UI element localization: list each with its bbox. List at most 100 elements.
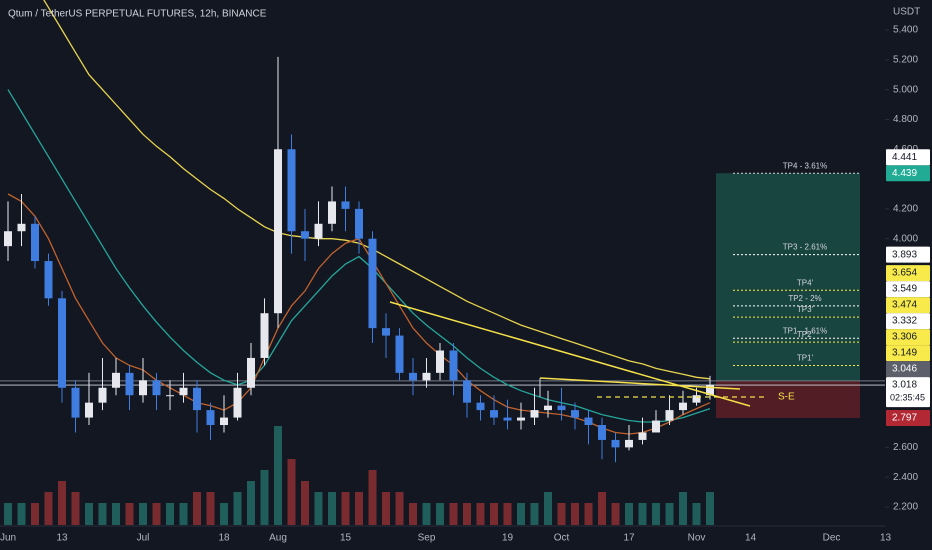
price-tag — [886, 281, 930, 298]
volume-bar — [692, 503, 701, 525]
volume-bar — [679, 492, 687, 525]
y-tick-label: 2.400 — [893, 472, 918, 483]
se-label: S-E — [778, 392, 795, 403]
price-tag-label: 3.149 — [892, 348, 917, 359]
candle-body — [58, 298, 66, 388]
candle-body — [85, 402, 93, 418]
candle-body — [395, 335, 404, 373]
x-tick-label: Aug — [269, 533, 287, 544]
y-tick-label: 4.000 — [893, 233, 918, 244]
candle-body — [449, 350, 458, 381]
volume-bar — [382, 492, 390, 525]
moving-average — [7, 89, 711, 423]
candle-body — [274, 149, 282, 314]
level-label: TP2' — [797, 330, 814, 339]
x-tick-label: Dec — [823, 533, 841, 544]
volume-bar — [31, 503, 39, 525]
price-tag — [886, 265, 930, 282]
volume-bar — [638, 503, 647, 525]
level-label: TP3 - 2.61% — [783, 243, 827, 252]
candle-body — [476, 402, 485, 411]
volume-bar — [260, 470, 269, 525]
volume-bar — [436, 503, 444, 525]
candle-body — [166, 395, 174, 397]
volume-bar — [503, 503, 512, 525]
level-label: TP2 - 2% — [788, 294, 821, 303]
candle-body — [706, 384, 714, 396]
volume-layer — [4, 426, 714, 525]
volume-bar — [584, 503, 593, 525]
volume-bar — [152, 503, 161, 525]
candle-body — [665, 410, 674, 421]
candle-body — [571, 410, 579, 418]
volume-bar — [422, 503, 431, 525]
volume-bar — [557, 503, 566, 525]
candle-body — [517, 417, 525, 421]
volume-bar — [58, 481, 66, 525]
candle-body — [328, 201, 336, 224]
volume-bar — [112, 503, 120, 525]
position-layer — [0, 173, 885, 419]
candle-body — [625, 439, 633, 448]
level-label: TP1 - 1.61% — [783, 326, 827, 335]
x-tick-label: 14 — [745, 533, 757, 544]
candle-body — [490, 410, 498, 418]
candle-body — [301, 231, 309, 239]
candle-body — [544, 405, 552, 411]
x-tick-label: 19 — [502, 533, 514, 544]
volume-bar — [476, 503, 485, 525]
candle-body — [287, 149, 296, 232]
candle-body — [31, 223, 39, 262]
candle-body — [611, 439, 620, 448]
candle-body — [341, 201, 350, 209]
volume-bar — [368, 470, 377, 525]
price-tag — [886, 246, 930, 263]
volume-bar — [287, 459, 296, 525]
price-tag — [886, 410, 930, 427]
price-tag-label: 2.797 — [892, 413, 917, 424]
volume-bar — [274, 426, 282, 525]
volume-bar — [247, 481, 255, 525]
candle-body — [206, 410, 215, 426]
candle-body — [463, 380, 471, 403]
price-tag — [886, 329, 930, 346]
volume-bar — [206, 492, 215, 525]
level-label: TP4' — [797, 278, 814, 287]
x-tick-label: 15 — [340, 533, 352, 544]
volume-bar — [166, 503, 174, 525]
candle-body — [422, 372, 431, 381]
volume-bar — [220, 503, 228, 525]
price-tag-label: 3.332 — [892, 316, 917, 327]
candle-body — [503, 417, 512, 421]
candle-body — [125, 372, 134, 396]
candle-body — [193, 387, 201, 411]
candle-body — [152, 380, 161, 396]
drawings: S-E — [389, 301, 795, 407]
y-tick-label: 5.000 — [893, 84, 918, 95]
volume-bar — [17, 503, 26, 525]
candle-body — [17, 223, 26, 232]
volume-bar — [4, 503, 12, 525]
candle-body — [530, 410, 539, 418]
price-tag — [886, 361, 930, 378]
volume-bar — [490, 503, 498, 525]
candle-body — [139, 380, 147, 396]
price-tag-label: 4.441 — [892, 152, 917, 163]
volume-bar — [179, 503, 188, 525]
candle-layer — [4, 56, 714, 463]
volume-bar — [625, 503, 633, 525]
countdown: 02:35:45 — [890, 392, 925, 402]
levels-layer: TP4 - 3.61% TP3 - 2.61% TP4' TP2 - 2% TP3' TP… — [733, 161, 860, 367]
y-tick-label: 5.200 — [893, 54, 918, 65]
candle-body — [584, 417, 593, 426]
volume-bar — [530, 503, 539, 525]
candle-body — [652, 420, 660, 433]
volume-bar — [706, 492, 714, 525]
trendline — [389, 301, 751, 407]
axis-layer: 5.4005.2005.0004.8004.6004.2004.0002.600… — [0, 25, 930, 544]
level-label: TP4 - 3.61% — [783, 161, 827, 170]
volume-bar — [139, 503, 147, 525]
volume-bar — [463, 503, 471, 525]
x-tick-label: 13 — [880, 533, 892, 544]
volume-bar — [395, 492, 404, 525]
